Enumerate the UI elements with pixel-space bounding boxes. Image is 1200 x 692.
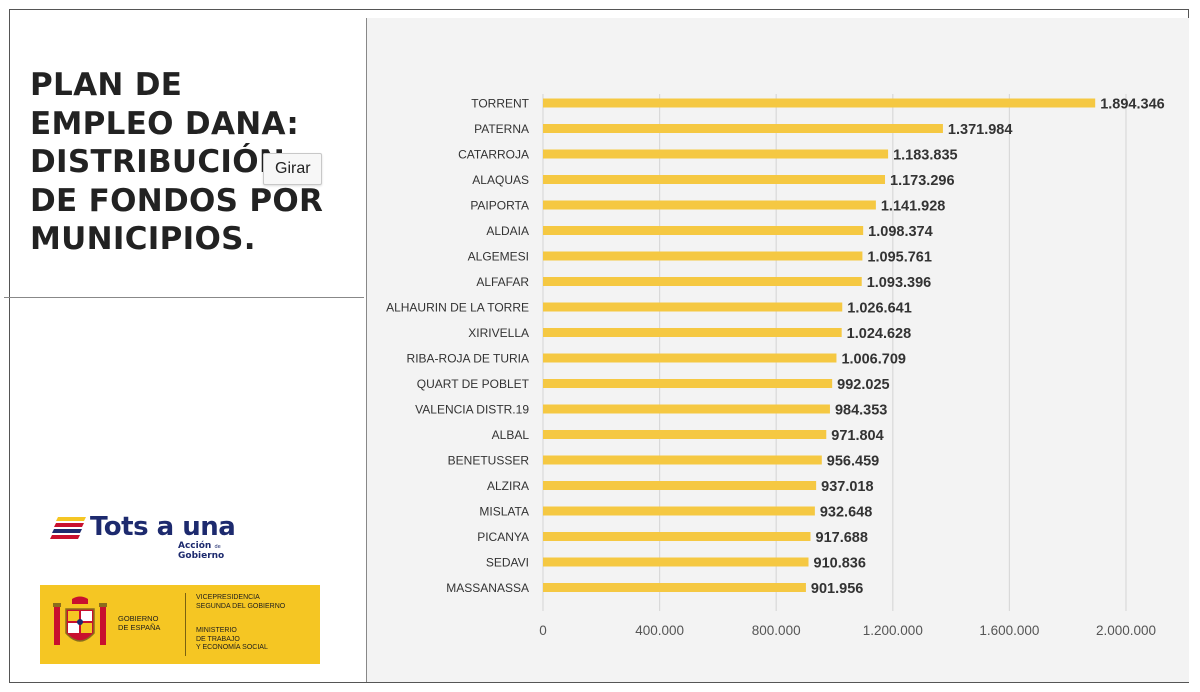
category-label: RIBA-ROJA DE TURIA: [407, 352, 529, 366]
category-label: MISLATA: [479, 505, 529, 519]
bar[interactable]: [543, 98, 1096, 108]
page-title: PLAN DE EMPLEO DANA: DISTRIBUCIÓN DE FON…: [30, 67, 324, 257]
value-label: 1.093.396: [867, 275, 932, 291]
value-label: 1.006.709: [841, 352, 906, 368]
category-label: QUART DE POBLET: [417, 377, 530, 391]
bar[interactable]: [543, 404, 830, 414]
bar[interactable]: [543, 455, 822, 465]
category-label: ALGEMESI: [468, 250, 529, 264]
accion-label: Acción: [178, 541, 212, 551]
value-label: 1.173.296: [890, 173, 955, 189]
gobierno-label: Gobierno: [178, 551, 225, 561]
category-label: PAIPORTA: [470, 199, 529, 213]
accion-de-label: de: [214, 544, 221, 550]
bar-chart: 0 400.000 800.000 1.200.000 1.600.000 2.000.0…: [386, 94, 1165, 638]
bar[interactable]: [543, 149, 889, 159]
bar[interactable]: [543, 175, 886, 184]
value-label: 910.836: [814, 556, 866, 572]
value-label: 956.459: [827, 454, 879, 470]
value-label: 992.025: [837, 377, 889, 393]
category-label: PICANYA: [477, 530, 529, 544]
bar[interactable]: [543, 277, 862, 286]
value-label: 1.098.374: [868, 224, 933, 240]
category-label: PATERNA: [474, 122, 529, 136]
category-label: ALZIRA: [487, 479, 529, 493]
value-label: 971.804: [831, 428, 883, 444]
vertical-divider: [366, 18, 367, 682]
bar[interactable]: [543, 200, 876, 210]
category-label: ALHAURIN DE LA TORRE: [386, 301, 529, 315]
ministerio-label: MINISTERIO DE TRABAJO Y ECONOMÍA SOCIAL: [196, 627, 268, 651]
category-label: ALDAIA: [486, 224, 529, 238]
bar[interactable]: [543, 328, 842, 337]
bar[interactable]: [543, 353, 837, 363]
category-label: ALFAFAR: [476, 275, 529, 289]
accion-de-gobierno: Acción de Gobierno: [178, 542, 224, 561]
stripes-icon: [50, 517, 86, 539]
category-label: BENETUSSER: [448, 454, 530, 468]
value-label: 1.095.761: [867, 250, 932, 266]
value-label: 1.371.984: [948, 122, 1013, 138]
value-label: 1.894.346: [1100, 97, 1165, 113]
vicepresidencia-label: VICEPRESIDENCIA SEGUNDA DEL GOBIERNO: [196, 594, 286, 610]
value-label: 917.688: [816, 530, 868, 546]
bar[interactable]: [543, 302, 843, 312]
category-label: VALENCIA DISTR.19: [415, 403, 529, 417]
gov-separator: [185, 593, 186, 656]
tots-a-una-logo: Tots a una Acción de Gobierno: [50, 512, 250, 566]
x-tick-label: 1.600.000: [979, 623, 1039, 638]
girar-tooltip[interactable]: Girar: [263, 153, 322, 185]
bar[interactable]: [543, 430, 827, 439]
value-label: 1.024.628: [847, 326, 912, 342]
bar[interactable]: [543, 124, 943, 133]
gobierno-de-espana-logo: GOBIERNO DE ESPAÑA VICEPRESIDENCIA SEGUN…: [40, 585, 320, 664]
horizontal-divider: [4, 297, 364, 298]
left-panel: PLAN DE EMPLEO DANA: DISTRIBUCIÓN DE FON…: [10, 10, 366, 682]
bar[interactable]: [543, 506, 815, 516]
value-label: 1.183.835: [893, 148, 958, 164]
category-label: SEDAVI: [486, 556, 529, 570]
category-label: TORRENT: [471, 97, 529, 111]
x-tick-label: 400.000: [635, 623, 684, 638]
gobierno-label: GOBIERNO DE ESPAÑA: [118, 614, 161, 632]
infographic-frame: PLAN DE EMPLEO DANA: DISTRIBUCIÓN DE FON…: [4, 9, 1189, 683]
bar[interactable]: [543, 226, 864, 235]
value-label: 937.018: [821, 479, 873, 495]
category-label: ALBAL: [492, 428, 530, 442]
bar[interactable]: [543, 532, 811, 541]
x-tick-label: 0: [539, 623, 547, 638]
x-tick-label: 1.200.000: [863, 623, 923, 638]
bar[interactable]: [543, 583, 806, 592]
category-label: ALAQUAS: [472, 173, 529, 187]
category-label: XIRIVELLA: [468, 326, 529, 340]
bar[interactable]: [543, 557, 809, 567]
x-tick-label: 800.000: [752, 623, 801, 638]
value-label: 1.141.928: [881, 199, 946, 215]
x-tick-label: 2.000.000: [1096, 623, 1156, 638]
chart-panel: 0 400.000 800.000 1.200.000 1.600.000 2.000.0…: [367, 18, 1189, 682]
tots-a-una-text: Tots a una: [90, 512, 236, 542]
value-label: 901.956: [811, 581, 863, 597]
bar[interactable]: [543, 481, 817, 490]
coat-of-arms-icon: [53, 596, 107, 645]
bar[interactable]: [543, 251, 863, 261]
value-label: 984.353: [835, 403, 887, 419]
value-label: 932.648: [820, 505, 872, 521]
category-label: CATARROJA: [458, 148, 529, 162]
bar[interactable]: [543, 379, 833, 388]
category-label: MASSANASSA: [446, 581, 529, 595]
value-label: 1.026.641: [847, 301, 912, 317]
